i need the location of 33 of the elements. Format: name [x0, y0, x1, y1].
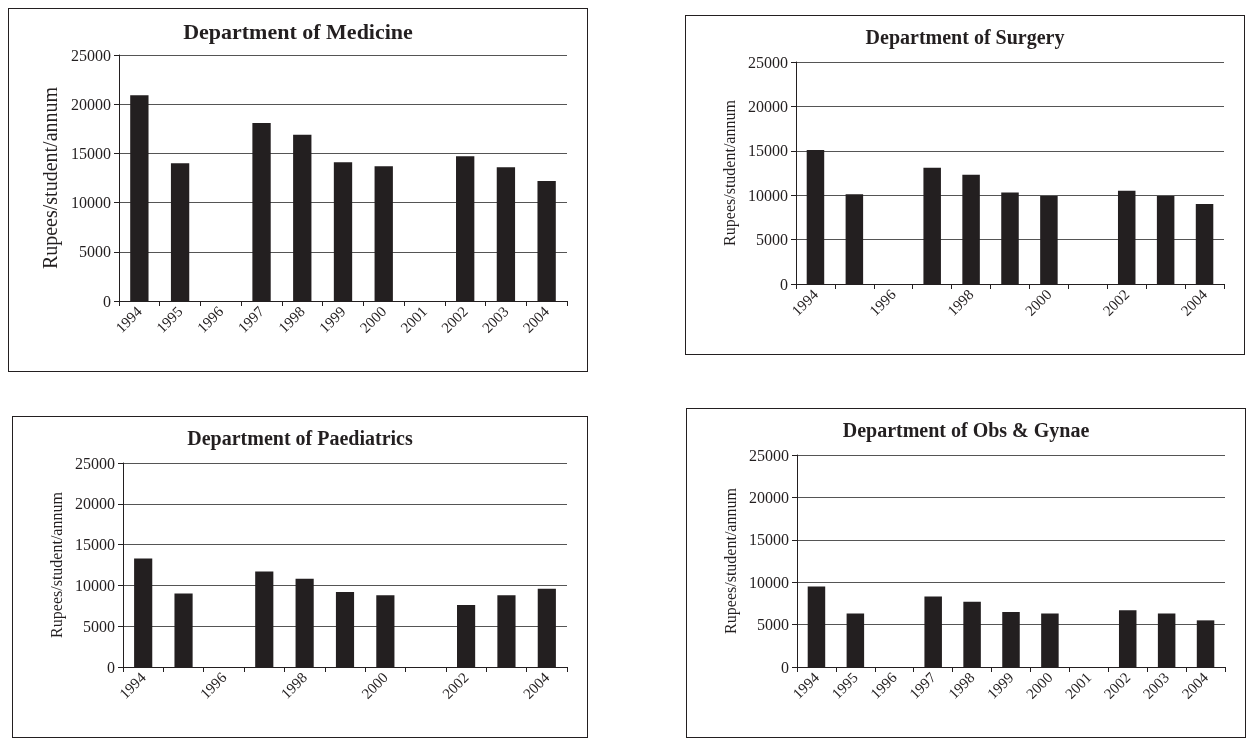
y-tick-label: 10000: [71, 194, 111, 212]
y-tick-label: 25000: [748, 53, 788, 71]
y-tick-label: 25000: [749, 446, 789, 464]
y-tick-label: 15000: [71, 144, 111, 162]
y-tick-label: 5000: [757, 616, 789, 634]
y-tick-label: 10000: [749, 573, 789, 591]
y-tick-label: 15000: [75, 536, 115, 554]
x-tick-label: 2001: [397, 303, 431, 336]
y-tick-label: 0: [103, 292, 111, 310]
chart-title: Department of Medicine: [183, 18, 414, 44]
y-tick-label: 15000: [748, 142, 788, 160]
y-tick-label: 25000: [75, 454, 115, 472]
chart-title: Department of Obs & Gynae: [842, 419, 1090, 442]
y-tick-label: 20000: [71, 95, 111, 113]
chart-title: Department of Paediatrics: [187, 427, 413, 450]
y-tick-label: 20000: [749, 488, 789, 506]
y-axis-title: Rupees/student/annum: [720, 99, 739, 246]
y-tick-label: 5000: [79, 243, 111, 261]
y-tick-label: 15000: [749, 531, 789, 549]
y-tick-label: 5000: [756, 231, 788, 249]
y-axis-title: Rupees/student/annum: [39, 86, 63, 270]
chart-title: Department of Surgery: [865, 26, 1065, 49]
y-tick-label: 0: [780, 275, 788, 293]
y-tick-label: 25000: [71, 46, 111, 64]
y-axis-title: Rupees/student/annum: [47, 491, 66, 638]
y-tick-label: 0: [781, 658, 789, 676]
y-tick-label: 20000: [748, 97, 788, 115]
y-tick-label: 20000: [75, 495, 115, 513]
y-tick-label: 10000: [75, 576, 115, 594]
y-tick-label: 5000: [83, 617, 115, 635]
y-tick-label: 10000: [748, 186, 788, 204]
y-tick-label: 0: [107, 658, 115, 676]
y-axis-title: Rupees/student/annum: [721, 487, 740, 634]
